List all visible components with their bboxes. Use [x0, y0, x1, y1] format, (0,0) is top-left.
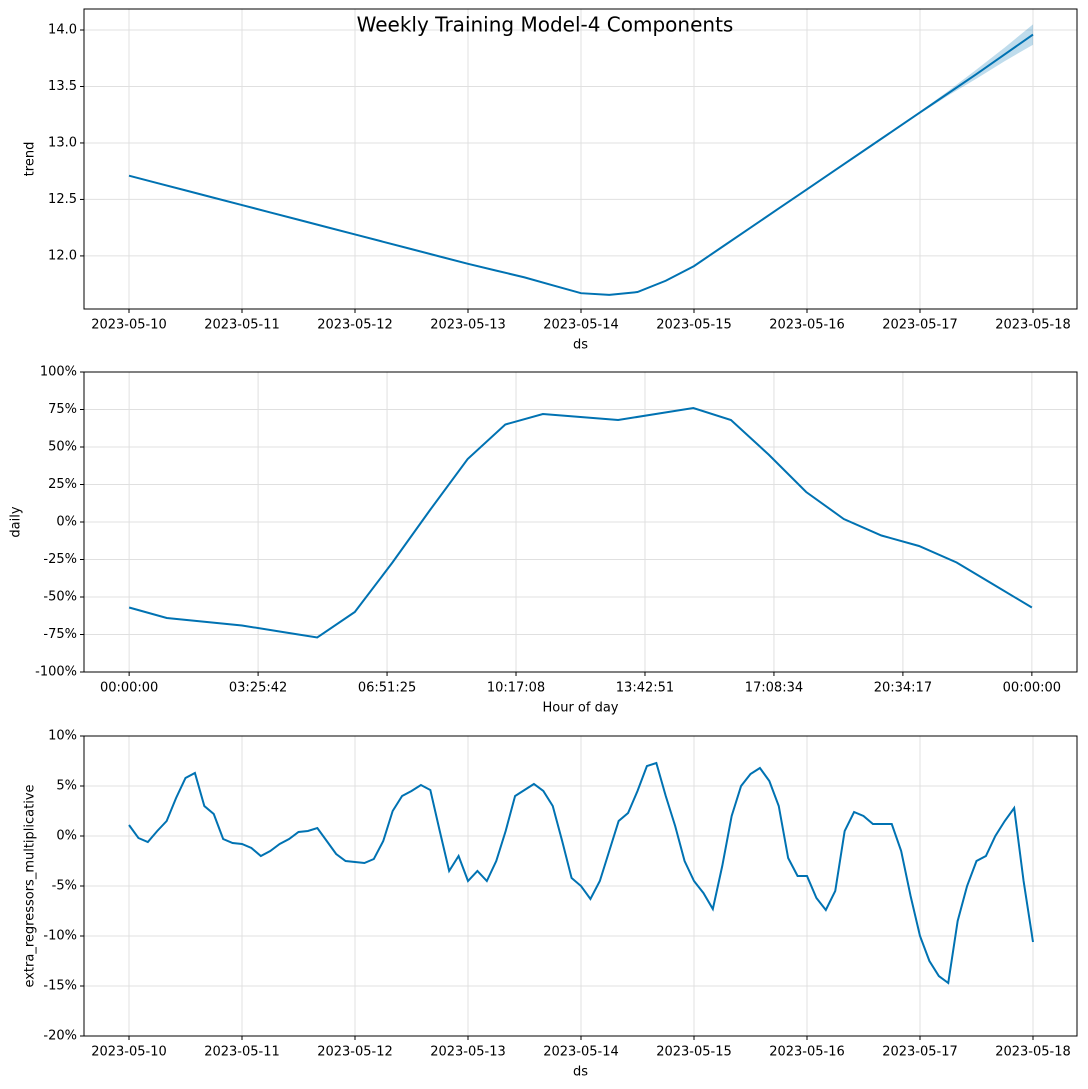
x-tick-label: 00:00:00: [100, 681, 158, 696]
chart-title: Weekly Training Model-4 Components: [357, 13, 734, 37]
x-tick-label: 06:51:25: [358, 681, 416, 696]
x-tick-label: 2023-05-10: [91, 318, 167, 333]
plot-frame: [83, 371, 1078, 673]
x-axis-label: ds: [573, 1065, 588, 1080]
x-tick-label: 2023-05-11: [204, 1045, 280, 1060]
y-tick-label: 25%: [48, 477, 77, 492]
y-tick-label: 0%: [56, 829, 77, 844]
y-tick-label: 13.0: [48, 135, 77, 150]
x-tick-label: 2023-05-12: [317, 318, 393, 333]
data-line: [128, 761, 1034, 985]
x-tick-label: 2023-05-12: [317, 1045, 393, 1060]
y-tick-label: -5%: [52, 879, 77, 894]
y-axis-label: trend: [23, 142, 38, 177]
y-tick-label: 100%: [40, 365, 77, 380]
x-tick-label: 2023-05-13: [430, 1045, 506, 1060]
x-tick-label: 2023-05-17: [882, 1045, 958, 1060]
y-tick-label: 14.0: [48, 23, 77, 38]
x-tick-label: 03:25:42: [229, 681, 287, 696]
y-tick-label: 75%: [48, 402, 77, 417]
plot-frame: [83, 8, 1078, 310]
y-tick-label: -100%: [35, 665, 77, 680]
data-line: [128, 406, 1033, 639]
x-tick-label: 17:08:34: [745, 681, 803, 696]
x-tick-label: 13:42:51: [616, 681, 674, 696]
y-tick-label: -20%: [43, 1029, 77, 1044]
x-tick-label: 2023-05-16: [769, 1045, 845, 1060]
y-tick-label: -75%: [43, 627, 77, 642]
y-tick-label: 5%: [56, 779, 77, 794]
x-tick-label: 2023-05-11: [204, 318, 280, 333]
y-tick-label: 50%: [48, 440, 77, 455]
y-tick-label: 10%: [48, 729, 77, 744]
y-tick-label: 12.0: [48, 248, 77, 263]
x-tick-label: 2023-05-17: [882, 318, 958, 333]
x-tick-label: 10:17:08: [487, 681, 545, 696]
y-axis-label: extra_regressors_multiplicative: [23, 784, 38, 987]
y-tick-label: 0%: [56, 515, 77, 530]
x-tick-label: 2023-05-18: [995, 318, 1071, 333]
x-tick-label: 2023-05-14: [543, 1045, 619, 1060]
x-tick-label: 2023-05-16: [769, 318, 845, 333]
x-axis-label: ds: [573, 338, 588, 353]
y-tick-label: -15%: [43, 979, 77, 994]
x-tick-label: 2023-05-13: [430, 318, 506, 333]
y-tick-label: -50%: [43, 590, 77, 605]
plot-frame: [83, 735, 1078, 1037]
x-tick-label: 00:00:00: [1003, 681, 1061, 696]
y-tick-label: -25%: [43, 552, 77, 567]
x-tick-label: 2023-05-18: [995, 1045, 1071, 1060]
x-tick-label: 2023-05-14: [543, 318, 619, 333]
x-tick-label: 20:34:17: [874, 681, 932, 696]
data-line: [128, 33, 1034, 296]
y-tick-label: -10%: [43, 929, 77, 944]
x-tick-label: 2023-05-15: [656, 318, 732, 333]
x-tick-label: 2023-05-10: [91, 1045, 167, 1060]
y-tick-label: 13.5: [48, 79, 77, 94]
y-tick-label: 12.5: [48, 192, 77, 207]
y-axis-label: daily: [9, 506, 24, 537]
x-axis-label: Hour of day: [542, 701, 618, 716]
x-tick-label: 2023-05-15: [656, 1045, 732, 1060]
